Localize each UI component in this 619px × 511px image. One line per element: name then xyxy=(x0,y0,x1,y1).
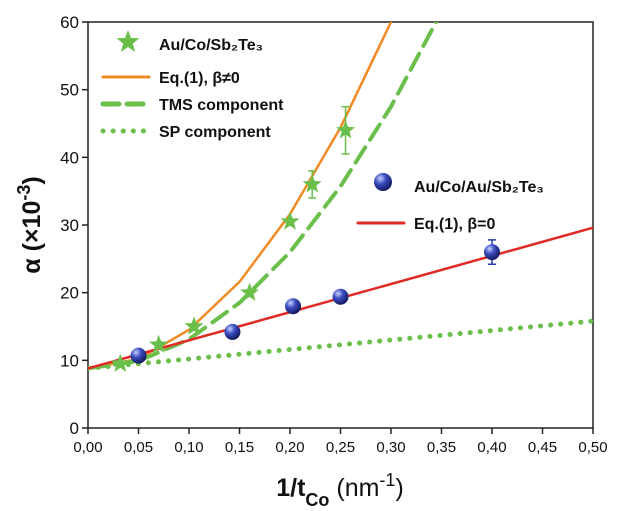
marks xyxy=(110,105,500,372)
sphere-point xyxy=(130,347,147,364)
x-tick-label: 0,45 xyxy=(528,439,557,456)
x-tick-label: 0,00 xyxy=(73,439,102,456)
legend-label: Eq.(1), β≠0 xyxy=(159,70,240,87)
x-axis-label-part: ) xyxy=(395,474,403,502)
y-tick-label: 50 xyxy=(60,81,79,100)
legend-sphere xyxy=(374,173,392,191)
x-tick-label: 0,35 xyxy=(427,439,456,456)
y-tick-label: 10 xyxy=(60,351,79,370)
star-point xyxy=(336,120,356,139)
sphere-point xyxy=(332,288,349,305)
x-axis-label-part: 1/t xyxy=(276,474,306,502)
x-tick-label: 0,15 xyxy=(225,439,254,456)
star-point xyxy=(149,334,169,353)
y-axis-label: α (×10-3) xyxy=(14,176,46,273)
star-point xyxy=(184,316,204,335)
x-axis-label-part: (nm xyxy=(329,474,379,502)
star-point xyxy=(302,174,322,193)
x-tick-label: 0,30 xyxy=(376,439,405,456)
star-point xyxy=(240,282,260,301)
x-tick-label: 0,25 xyxy=(326,439,355,456)
y-tick-label: 40 xyxy=(60,148,79,167)
legend-label: TMS component xyxy=(159,97,284,114)
y-axis-label-part: -3 xyxy=(14,185,34,201)
line-dotted xyxy=(88,318,593,371)
legend: Au/Co/Sb₂Te₃ Eq.(1), β≠0 TMS component SP c… xyxy=(100,30,544,233)
legend-label: Eq.(1), β=0 xyxy=(414,216,495,233)
axes: 0,00 0,05 0,10 0,15 0,20 0,25 0,30 0,35 0,40 0,45… xyxy=(14,13,608,510)
sphere-point xyxy=(224,323,241,340)
star-point xyxy=(110,353,130,372)
star-point xyxy=(280,211,300,230)
legend-star xyxy=(116,30,140,52)
legend-label: Au/Co/Sb₂Te₃ xyxy=(159,37,263,54)
y-tick-label: 60 xyxy=(60,13,79,32)
y-tick-label: 30 xyxy=(60,216,79,235)
x-axis-label-part: -1 xyxy=(379,470,395,490)
x-tick-label: 0,05 xyxy=(124,439,153,456)
x-tick-label: 0,40 xyxy=(477,439,506,456)
y-axis-label-part: α (×10 xyxy=(18,201,46,274)
y-tick-label: 20 xyxy=(60,284,79,303)
y-tick-label: 0 xyxy=(70,419,79,438)
y-axis-label-part: ) xyxy=(18,176,46,184)
x-axis-label-part: Co xyxy=(305,490,329,506)
x-tick-label: 0,50 xyxy=(578,439,607,456)
line-dashed xyxy=(88,22,439,371)
sphere-point xyxy=(484,244,500,261)
x-tick-label: 0,20 xyxy=(275,439,304,456)
legend-label: Au/Co/Au/Sb₂Te₃ xyxy=(414,179,544,196)
x-axis-label: 1/tCo (nm-1) xyxy=(276,470,404,506)
x-tick-label: 0,10 xyxy=(174,439,203,456)
legend-label: SP component xyxy=(159,124,271,141)
sphere-point xyxy=(285,298,302,315)
